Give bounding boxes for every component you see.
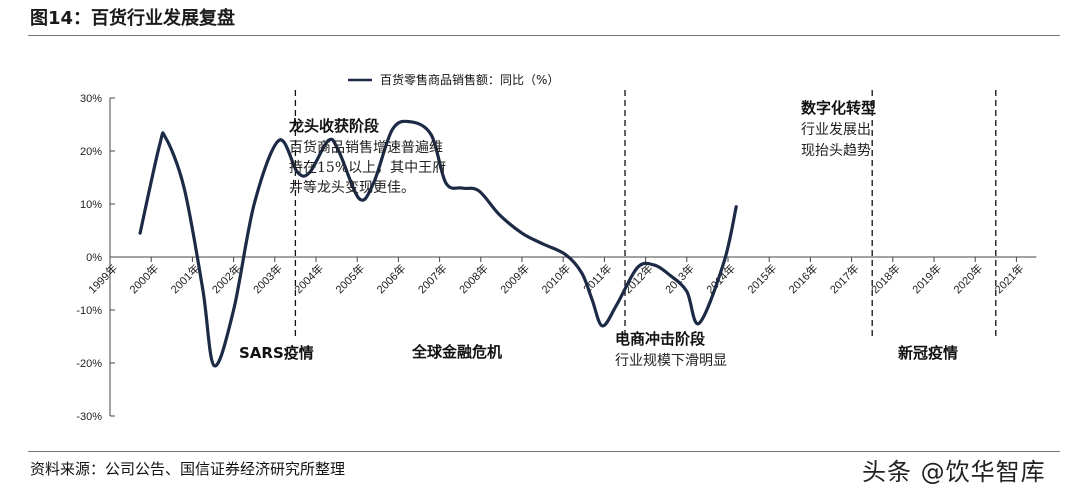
x-tick-label: 2021年 (992, 261, 1027, 296)
x-tick-label: 2008年 (456, 261, 491, 296)
x-tick-label: 2004年 (291, 261, 326, 296)
x-tick-label: 2007年 (415, 261, 450, 296)
y-tick-label: 0% (86, 252, 102, 264)
annotation-title: 龙头收获阶段 (288, 117, 379, 135)
y-tick-label: 30% (80, 93, 102, 105)
x-tick-label: 1999年 (85, 261, 120, 296)
annotation-line: 现抬头趋势 (801, 143, 871, 159)
x-tick-label: 2001年 (168, 261, 203, 296)
annotation-line: 百货商品销售增速普遍维 (289, 139, 443, 156)
x-tick-label: 2014年 (703, 261, 738, 296)
annotation-line: 持在15%以上，其中王府 (289, 160, 446, 176)
y-tick-label: -30% (76, 411, 102, 423)
annotation-line: 行业发展出 (801, 122, 871, 138)
x-tick-label: 2009年 (497, 261, 532, 296)
x-tick-label: 2018年 (868, 261, 903, 296)
x-tick-label: 2006年 (374, 261, 409, 296)
series-line (138, 119, 738, 368)
x-tick-label: 2015年 (744, 261, 779, 296)
x-tick-label: 2016年 (786, 261, 821, 296)
x-tick-label: 2019年 (909, 261, 944, 296)
annotation-title: 电商冲击阶段 (615, 330, 705, 348)
y-tick-label: 20% (80, 146, 102, 158)
annotations: 龙头收获阶段 百货商品销售增速普遍维 持在15%以上，其中王府 井等龙头变现更佳… (239, 99, 958, 369)
legend: 百货零售商品销售额：同比（%） (348, 72, 559, 87)
watermark: 头条 @饮华智库 (862, 458, 1046, 486)
dividers (294, 90, 997, 340)
y-tick-label: -10% (76, 305, 102, 317)
bottom-rule (28, 451, 1060, 452)
x-tick-label: 2017年 (827, 261, 862, 296)
annotation-title: 新冠疫情 (898, 344, 958, 362)
annotation-title: 全球金融危机 (411, 343, 502, 361)
annotation-title: 数字化转型 (801, 99, 876, 117)
x-tick-label: 2003年 (250, 261, 285, 296)
top-rule (28, 35, 1060, 36)
x-tick-label: 2005年 (332, 261, 367, 296)
source-note: 资料来源：公司公告、国信证券经济研究所整理 (30, 460, 346, 478)
annotation-line: 行业规模下滑明显 (615, 352, 727, 369)
x-tick-label: 2020年 (950, 261, 985, 296)
annotation-title: SARS疫情 (239, 344, 314, 362)
y-tick-label: -20% (76, 358, 102, 370)
y-tick-label: 10% (80, 199, 102, 211)
annotation-line: 井等龙头变现更佳。 (289, 179, 415, 196)
legend-label: 百货零售商品销售额：同比（%） (380, 72, 559, 87)
x-tick-label: 2013年 (662, 261, 697, 296)
axes: 30% 20% 10% 0% -10% -20% -30% 1999年 2000年 2001年 20… (76, 93, 1037, 423)
series (138, 119, 738, 368)
figure-title: 图14：百货行业发展复盘 (30, 8, 236, 29)
x-tick-label: 2000年 (126, 261, 161, 296)
x-tick-label: 2010年 (538, 261, 573, 296)
